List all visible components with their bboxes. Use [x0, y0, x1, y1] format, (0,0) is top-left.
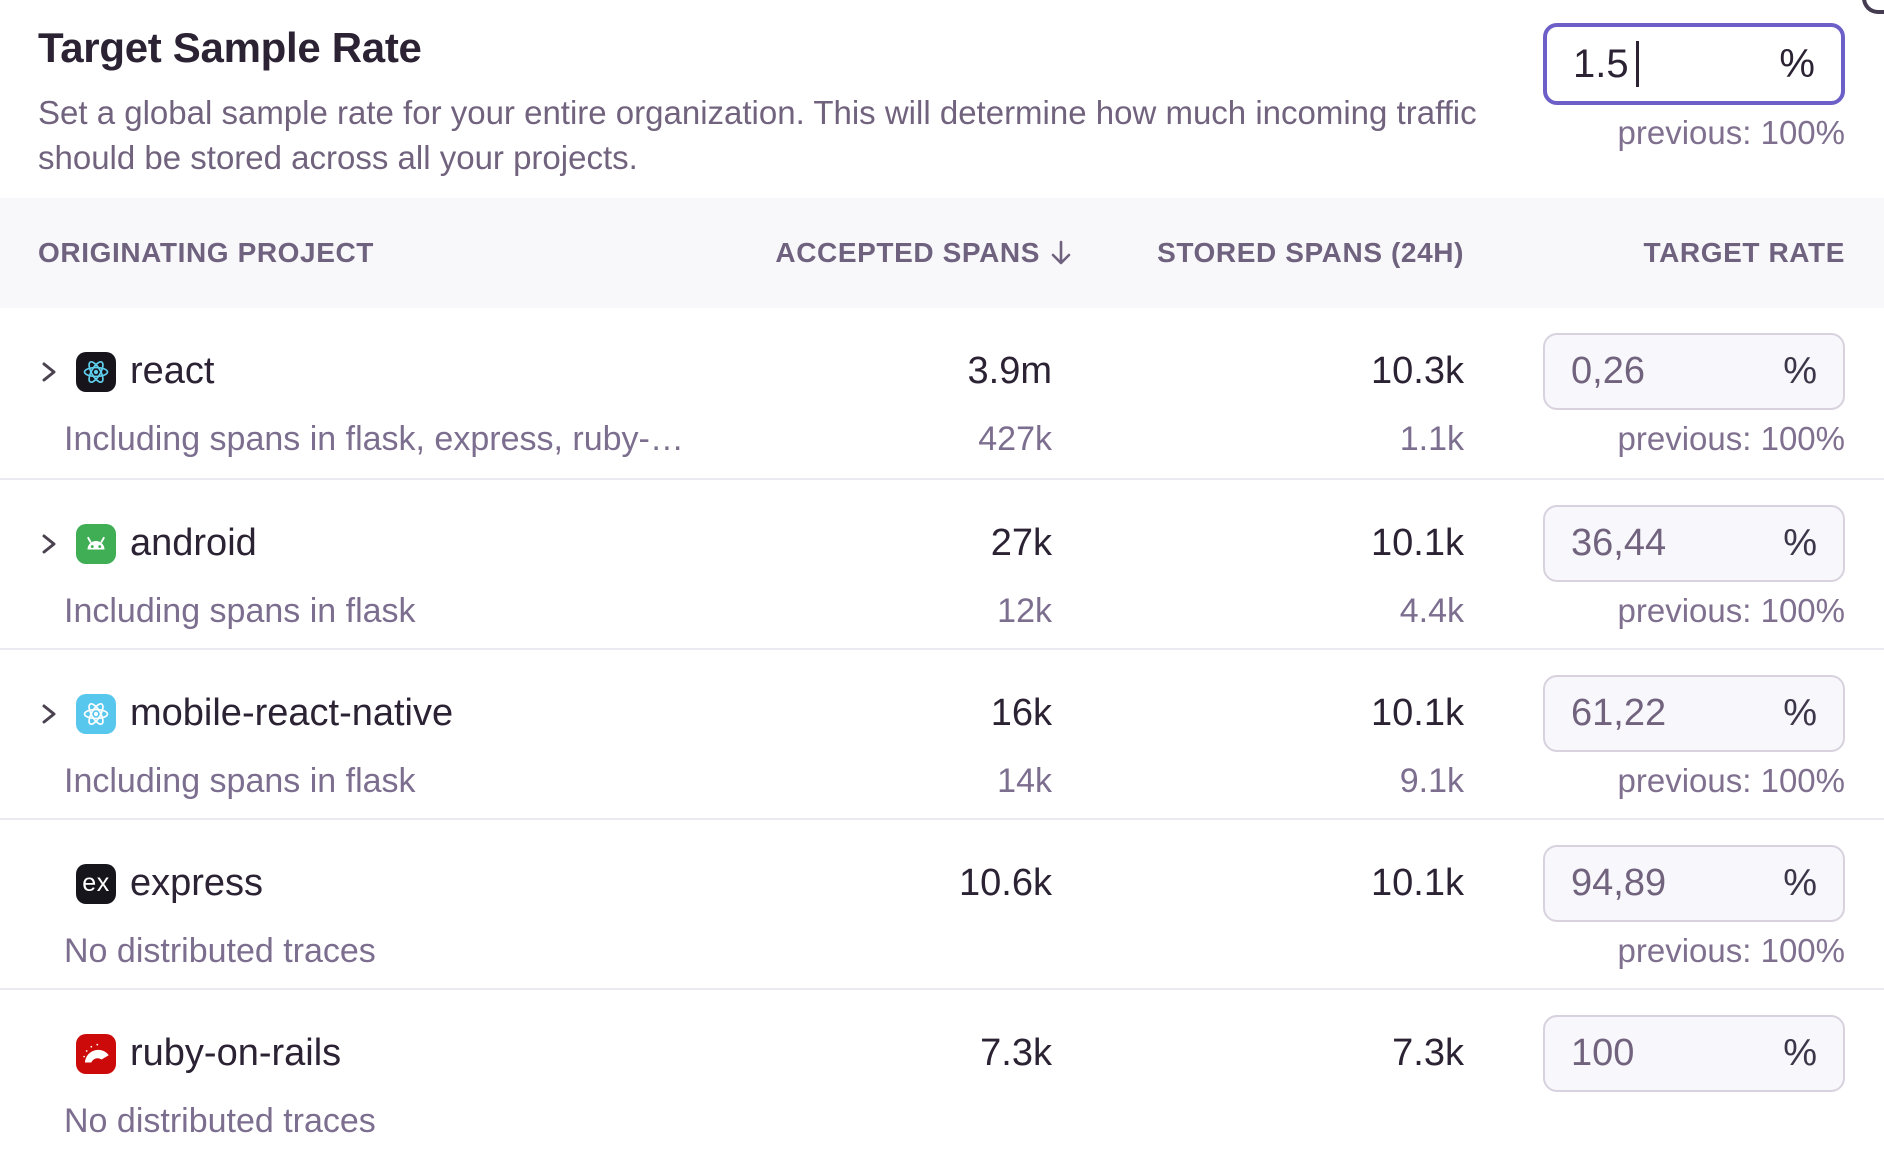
stored-spans-value: 10.3k	[1371, 350, 1464, 392]
global-previous-rate: previous: 100%	[1617, 114, 1845, 151]
sub-accepted-spans-value: 12k	[997, 591, 1052, 630]
previous-rate-label: previous: 100%	[1617, 762, 1845, 799]
stored-spans-value: 10.1k	[1371, 692, 1464, 734]
target-rate-input[interactable]	[1571, 1032, 1784, 1075]
accepted-spans-value: 3.9m	[967, 350, 1052, 392]
global-sample-rate-input[interactable]	[1573, 41, 1635, 87]
expand-chevron-icon[interactable]	[38, 352, 60, 392]
expand-chevron-icon[interactable]	[38, 524, 60, 564]
target-rate-input[interactable]	[1571, 692, 1784, 735]
percent-suffix: %	[1783, 862, 1817, 904]
sub-stored-spans-value: 9.1k	[1399, 761, 1464, 800]
sort-descending-arrow-icon	[1051, 240, 1071, 265]
sub-accepted-spans-value: 14k	[997, 761, 1052, 800]
project-name: react	[130, 350, 215, 392]
column-header-accepted-spans[interactable]: ACCEPTED SPANS	[774, 237, 1074, 269]
accepted-spans-value: 27k	[990, 522, 1052, 564]
target-sample-rate-header: Target Sample Rate Set a global sample r…	[0, 0, 1884, 198]
previous-rate-label: previous: 100%	[1617, 420, 1845, 457]
distributed-traces-note: No distributed traces	[64, 931, 376, 970]
rails-icon	[76, 1033, 116, 1074]
text-caret	[1636, 41, 1639, 87]
project-name: ruby-on-rails	[130, 1032, 342, 1074]
accepted-spans-value: 7.3k	[980, 1032, 1052, 1074]
android-icon	[76, 523, 116, 564]
express-icon: ex	[76, 863, 116, 904]
table-row: mobile-react-native 16k 10.1k % Includin…	[0, 648, 1884, 818]
stored-spans-value: 10.1k	[1371, 862, 1464, 904]
page-title: Target Sample Rate	[38, 24, 422, 71]
column-header-stored-spans: STORED SPANS (24H)	[1157, 237, 1464, 268]
previous-rate-label: previous: 100%	[1617, 932, 1845, 969]
distributed-traces-note: Including spans in flask, express, ruby-…	[64, 419, 684, 458]
project-name: express	[130, 862, 264, 904]
target-rate-input-wrap: %	[1543, 845, 1845, 922]
stored-spans-value: 10.1k	[1371, 522, 1464, 564]
react-icon	[76, 351, 116, 392]
target-rate-input-wrap: %	[1543, 505, 1845, 582]
sub-accepted-spans-value: 427k	[978, 419, 1052, 458]
clipped-panel-corner	[1862, 0, 1884, 14]
global-sample-rate-input-wrap: %	[1543, 23, 1845, 105]
accepted-spans-value: 10.6k	[959, 862, 1052, 904]
previous-rate-label: previous: 100%	[1617, 592, 1845, 629]
percent-suffix: %	[1783, 522, 1817, 564]
percent-suffix: %	[1783, 692, 1817, 734]
sub-stored-spans-value: 4.4k	[1399, 591, 1464, 630]
table-row: ruby-on-rails 7.3k 7.3k % No distributed…	[0, 988, 1884, 1158]
distributed-traces-note: Including spans in flask	[64, 591, 416, 630]
column-header-target-rate: TARGET RATE	[1643, 237, 1845, 268]
accepted-spans-value: 16k	[990, 692, 1052, 734]
react-native-icon	[76, 693, 116, 734]
column-header-originating-project: ORIGINATING PROJECT	[38, 237, 375, 268]
target-rate-input[interactable]	[1571, 522, 1784, 565]
target-rate-input-wrap: %	[1543, 333, 1845, 410]
project-cell: ex express	[38, 862, 774, 905]
table-row: react 3.9m 10.3k % Including spans in fl…	[0, 308, 1884, 478]
percent-suffix: %	[1779, 41, 1815, 86]
project-name: android	[130, 522, 257, 564]
project-cell: mobile-react-native	[38, 692, 774, 735]
target-rate-input[interactable]	[1571, 350, 1784, 393]
expand-chevron-icon[interactable]	[38, 694, 60, 734]
project-cell: ruby-on-rails	[38, 1032, 774, 1075]
table-row: android 27k 10.1k % Including spans in f…	[0, 478, 1884, 648]
project-name: mobile-react-native	[130, 692, 454, 734]
target-rate-input-wrap: %	[1543, 1015, 1845, 1092]
page-description-line2: should be stored across all your project…	[38, 139, 638, 176]
project-cell: react	[38, 350, 774, 393]
table-header: ORIGINATING PROJECT ACCEPTED SPANS STORE…	[0, 198, 1884, 308]
project-cell: android	[38, 522, 774, 565]
target-rate-input-wrap: %	[1543, 675, 1845, 752]
page-description-line1: Set a global sample rate for your entire…	[38, 94, 1477, 131]
stored-spans-value: 7.3k	[1392, 1032, 1464, 1074]
table-row: ex express 10.6k 10.1k % No distributed …	[0, 818, 1884, 988]
sub-stored-spans-value: 1.1k	[1399, 419, 1464, 458]
distributed-traces-note: Including spans in flask	[64, 761, 416, 800]
page-description: Set a global sample rate for your entire…	[38, 90, 1845, 180]
percent-suffix: %	[1783, 350, 1817, 392]
distributed-traces-note: No distributed traces	[64, 1101, 376, 1140]
percent-suffix: %	[1783, 1032, 1817, 1074]
target-rate-input[interactable]	[1571, 862, 1784, 905]
